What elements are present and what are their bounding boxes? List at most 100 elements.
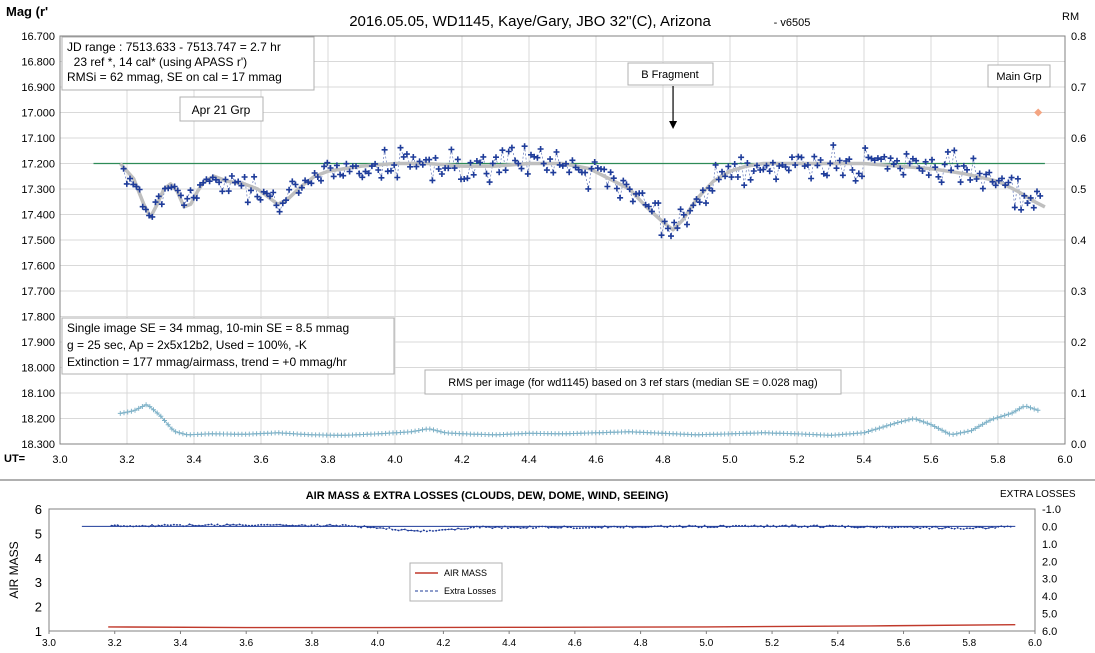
data-point — [257, 196, 264, 203]
data-point — [626, 186, 633, 193]
extra-losses-point — [129, 525, 132, 527]
data-point — [836, 157, 843, 164]
extra-losses-point — [897, 526, 900, 529]
extra-losses-point — [922, 526, 925, 529]
main-grp-label: Main Grp — [996, 71, 1041, 83]
extra-losses-point — [697, 526, 700, 529]
rms-point — [416, 428, 422, 433]
rms-point — [958, 430, 963, 436]
data-point — [499, 147, 506, 154]
extra-losses-point — [794, 524, 797, 527]
main-grp-marker — [1034, 108, 1043, 117]
data-point — [359, 174, 366, 181]
extra-losses-point — [375, 527, 378, 530]
data-point — [738, 154, 745, 161]
data-point — [524, 170, 531, 177]
extra-losses-point — [301, 524, 303, 526]
bottom-y2-tick-label: 0.0 — [1042, 521, 1057, 533]
extra-losses-point — [519, 527, 522, 529]
extra-losses-point — [419, 530, 422, 533]
data-point — [1002, 182, 1009, 189]
rms-point — [921, 419, 927, 425]
extra-losses-point — [450, 528, 453, 530]
extra-losses-point — [416, 529, 419, 532]
data-point — [235, 178, 242, 185]
data-point — [989, 178, 996, 185]
bottom-x-tick-label: 3.6 — [239, 638, 253, 649]
data-point — [263, 190, 270, 197]
top-y2-tick-label: 0.5 — [1071, 184, 1086, 196]
data-point — [174, 187, 181, 194]
extra-losses-point — [372, 526, 375, 529]
extra-losses-point — [984, 527, 987, 530]
data-point — [986, 169, 993, 176]
data-point — [731, 161, 738, 167]
extra-losses-point — [625, 525, 628, 528]
data-point — [916, 165, 923, 172]
data-point — [884, 165, 891, 172]
top-y-tick-label: 18.100 — [21, 388, 55, 400]
rms-point — [865, 429, 871, 434]
extra-losses-point — [1000, 525, 1003, 528]
extra-losses-point — [572, 527, 575, 530]
extra-losses-point — [407, 529, 409, 532]
extra-losses-point — [238, 523, 241, 526]
extra-losses-point — [931, 526, 934, 528]
data-point — [929, 156, 935, 163]
data-point — [604, 183, 611, 190]
data-point — [238, 182, 245, 189]
data-point — [601, 166, 608, 173]
extra-losses-point — [157, 524, 160, 527]
data-point — [661, 218, 668, 225]
data-point — [343, 160, 350, 167]
data-point — [979, 185, 986, 192]
data-point — [378, 174, 385, 181]
extra-losses-point — [969, 527, 971, 530]
extra-losses-point — [913, 527, 915, 530]
extra-losses-point — [285, 524, 288, 527]
b-fragment-arrow-head — [669, 121, 678, 129]
extra-losses-point — [316, 523, 319, 526]
extra-losses-point — [903, 526, 906, 528]
rms-point — [972, 426, 978, 431]
data-point — [563, 160, 569, 167]
rms-point — [125, 409, 131, 415]
data-point — [769, 159, 776, 166]
extra-losses-point — [981, 526, 984, 529]
rms-point — [991, 416, 997, 422]
extra-losses-point — [694, 525, 697, 527]
bottom-y-axis-label: AIR MASS — [7, 541, 21, 598]
data-point — [130, 181, 137, 188]
bottom-y-tick-label: 2 — [35, 600, 42, 615]
top-x-tick-label: 5.6 — [923, 454, 938, 466]
data-point — [871, 157, 878, 164]
info-line: Extinction = 177 mmag/airmass, trend = +… — [67, 355, 347, 369]
data-point — [413, 163, 420, 170]
data-point — [999, 175, 1005, 182]
extra-losses-point — [460, 528, 462, 530]
extra-losses-point — [950, 527, 953, 530]
extra-losses-point — [354, 525, 356, 527]
rms-point — [1016, 406, 1022, 412]
info-box-bottom — [61, 317, 395, 375]
data-point — [970, 155, 977, 162]
data-point — [200, 179, 207, 186]
extra-losses-point — [276, 523, 278, 526]
rms-point — [954, 431, 960, 437]
rms-point — [180, 431, 186, 437]
info-box-top — [61, 36, 315, 91]
data-point — [324, 159, 331, 166]
rms-point — [935, 425, 941, 431]
extra-losses-point — [738, 524, 740, 527]
extra-losses-point — [119, 525, 122, 528]
data-point — [919, 168, 926, 174]
extra-losses-point — [304, 524, 306, 527]
data-point — [136, 186, 143, 193]
data-point — [817, 157, 824, 163]
extra-losses-point — [310, 524, 313, 527]
data-point — [804, 162, 811, 168]
data-point — [181, 202, 188, 209]
extra-losses-point — [766, 524, 768, 527]
data-point — [187, 187, 194, 194]
top-y-tick-label: 18.200 — [21, 414, 55, 426]
